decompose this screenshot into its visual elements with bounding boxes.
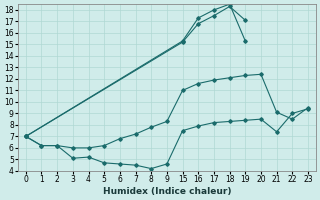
- X-axis label: Humidex (Indice chaleur): Humidex (Indice chaleur): [103, 187, 231, 196]
